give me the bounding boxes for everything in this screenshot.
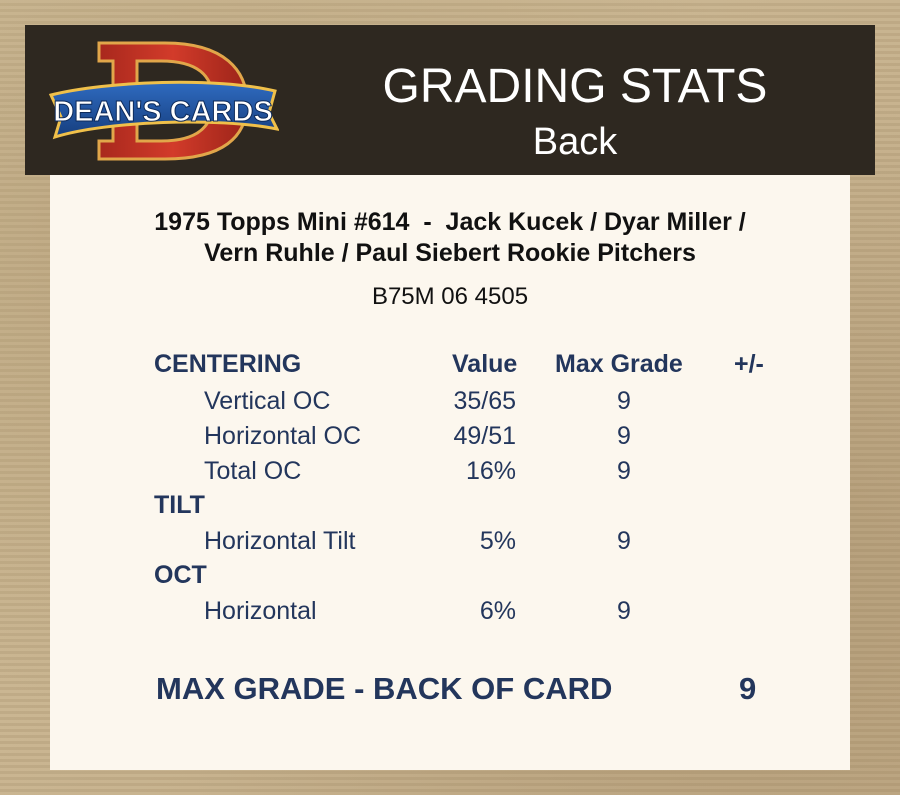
column-max-grade: Max Grade bbox=[555, 350, 683, 378]
card-title-line2: Vern Ruhle / Paul Siebert Rookie Pitcher… bbox=[204, 239, 696, 267]
total-label: MAX GRADE - BACK OF CARD bbox=[156, 671, 613, 706]
row-label: Horizontal OC bbox=[204, 422, 361, 450]
card-title: 1975 Topps Mini #614 - Jack Kucek / Dyar… bbox=[50, 207, 850, 269]
section-oct: OCT bbox=[154, 561, 207, 589]
card-title-line1: 1975 Topps Mini #614 - Jack Kucek / Dyar… bbox=[154, 208, 746, 236]
total-value: 9 bbox=[739, 671, 757, 706]
header-bar: D DEAN'S CARDS GRADING STATS Back bbox=[25, 25, 875, 175]
row-max-grade: 9 bbox=[617, 387, 631, 415]
section-tilt: TILT bbox=[154, 491, 205, 519]
section-centering: CENTERING bbox=[154, 350, 302, 378]
row-label: Horizontal Tilt bbox=[204, 527, 356, 555]
row-value: 35/65 bbox=[453, 387, 516, 415]
row-value: 49/51 bbox=[453, 422, 516, 450]
row-max-grade: 9 bbox=[617, 597, 631, 625]
column-plus-minus: +/- bbox=[734, 350, 764, 378]
row-label: Horizontal bbox=[204, 597, 317, 625]
row-value: 16% bbox=[465, 457, 516, 485]
row-max-grade: 9 bbox=[617, 527, 631, 555]
row-max-grade: 9 bbox=[617, 457, 631, 485]
row-value: 6% bbox=[479, 597, 516, 625]
row-value: 5% bbox=[479, 527, 516, 555]
row-label: Vertical OC bbox=[204, 387, 331, 415]
row-label: Total OC bbox=[204, 457, 302, 485]
cert-number: B75M 06 4505 bbox=[371, 283, 529, 310]
column-value: Value bbox=[452, 350, 518, 378]
stats-panel: 1975 Topps Mini #614 - Jack Kucek / Dyar… bbox=[50, 175, 850, 770]
page-title: GRADING STATS bbox=[382, 60, 768, 113]
deans-cards-logo: D DEAN'S CARDS bbox=[48, 41, 279, 161]
page-subtitle: Back bbox=[532, 121, 618, 163]
row-max-grade: 9 bbox=[617, 422, 631, 450]
logo-text: DEAN'S CARDS bbox=[53, 96, 273, 128]
